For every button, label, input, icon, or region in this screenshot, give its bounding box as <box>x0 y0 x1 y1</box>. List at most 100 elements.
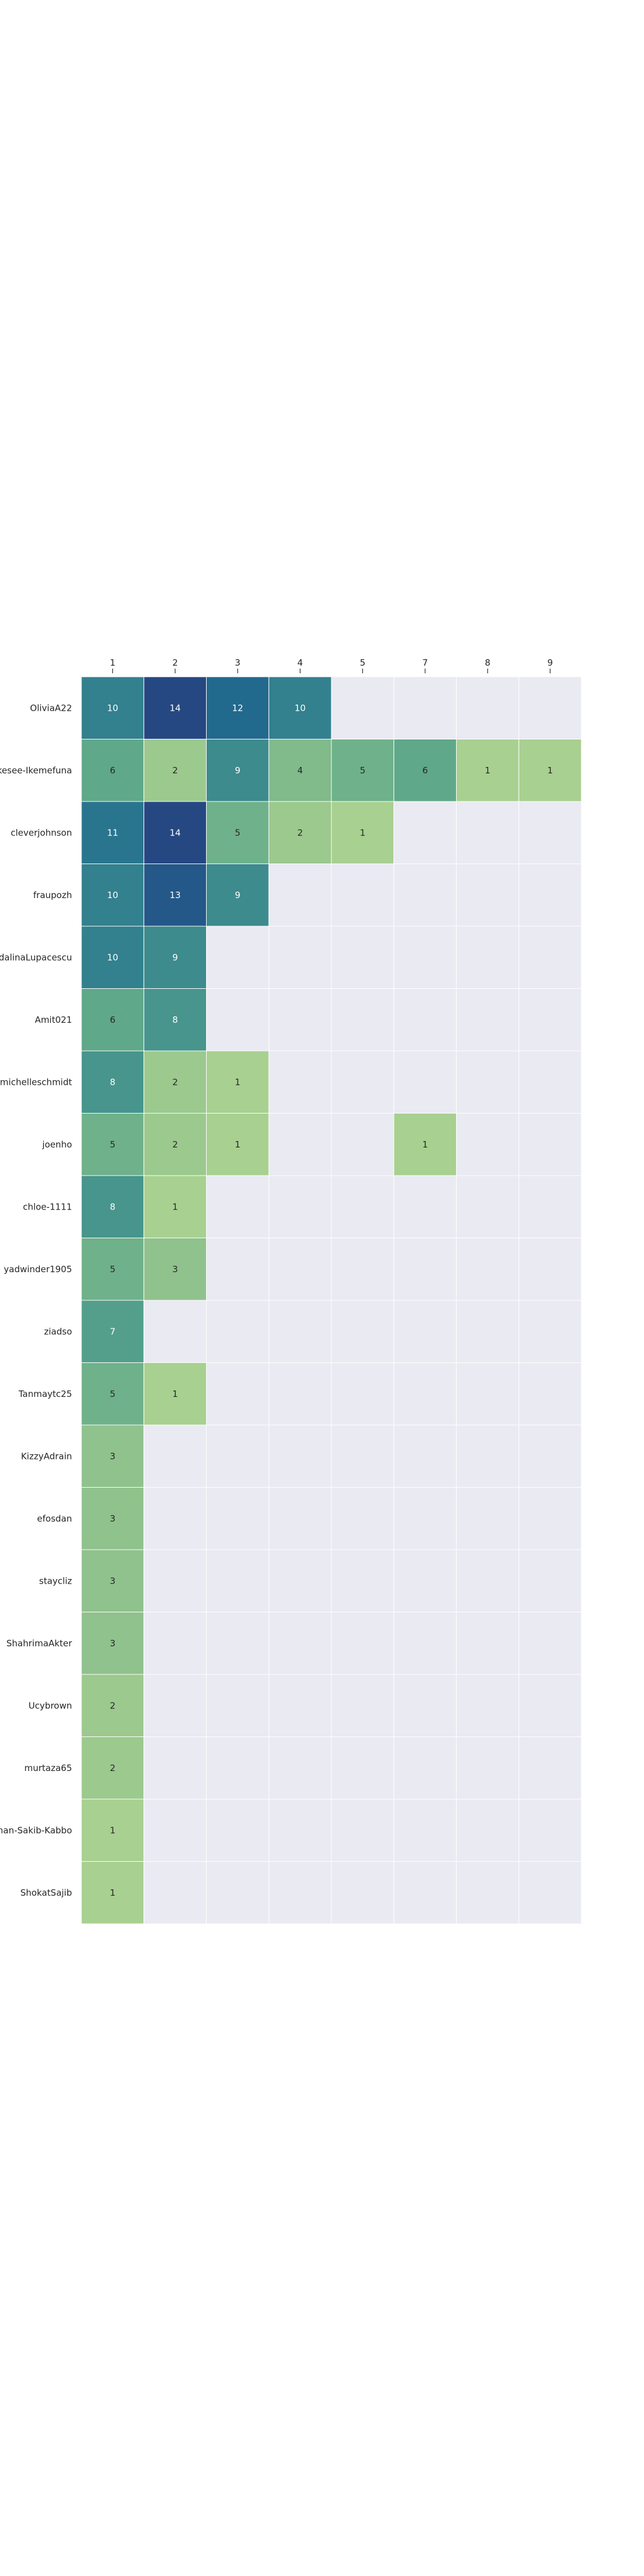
heatmap-empty-cell <box>456 1424 519 1488</box>
heatmap-cell-label: 2 <box>172 1139 178 1150</box>
y-tick-label: Amit021 <box>35 1015 72 1025</box>
y-tick-label: adalinaLupacescu <box>0 952 72 962</box>
heatmap-empty-cell <box>456 1799 519 1862</box>
y-tick-label: yadwinder1905 <box>4 1264 72 1275</box>
heatmap-empty-cell <box>331 1238 395 1301</box>
heatmap-empty-cell <box>268 1362 332 1426</box>
heatmap-cell-label: 9 <box>235 765 241 776</box>
heatmap-empty-cell <box>268 1736 332 1800</box>
heatmap-empty-cell <box>143 1674 207 1737</box>
heatmap-empty-cell <box>268 1175 332 1238</box>
heatmap-empty-cell <box>331 1300 395 1363</box>
heatmap-empty-cell <box>456 1362 519 1426</box>
heatmap-empty-cell <box>393 988 457 1051</box>
x-tick-label: 1 <box>110 657 116 668</box>
heatmap-cell <box>143 1113 207 1176</box>
heatmap-empty-cell <box>518 1612 582 1675</box>
heatmap-empty-cell <box>456 1050 519 1114</box>
heatmap-cell <box>81 1362 145 1426</box>
heatmap-cell <box>331 801 395 864</box>
y-tick-label: Ikesee-Ikemefuna <box>0 765 72 776</box>
heatmap-empty-cell <box>518 801 582 864</box>
heatmap-cell <box>81 1799 145 1862</box>
heatmap-cell-label: 1 <box>422 1139 428 1150</box>
heatmap-empty-cell <box>331 1113 395 1176</box>
heatmap-empty-cell <box>456 1736 519 1800</box>
heatmap-cell-label: 6 <box>110 765 116 776</box>
heatmap-empty-cell <box>393 1612 457 1675</box>
heatmap-cell-label: 1 <box>547 765 553 776</box>
heatmap-empty-cell <box>143 1549 207 1612</box>
heatmap-empty-cell <box>518 1238 582 1301</box>
heatmap-empty-cell <box>206 926 269 989</box>
y-tick-label: michelleschmidt <box>0 1077 72 1087</box>
x-tick-label: 7 <box>422 657 428 668</box>
y-tick-label: man-Sakib-Kabbo <box>0 1825 72 1835</box>
heatmap-empty-cell <box>393 1175 457 1238</box>
heatmap-empty-cell <box>268 1674 332 1737</box>
heatmap-cell <box>81 1113 145 1176</box>
heatmap-cell <box>143 1238 207 1301</box>
x-tick-label: 5 <box>360 657 366 668</box>
heatmap-cell <box>143 864 207 927</box>
x-axis-ticks: 1 2 3 4 5 7 8 9 <box>110 657 553 673</box>
heatmap-cell <box>81 926 145 989</box>
heatmap-empty-cell <box>331 864 395 927</box>
heatmap-empty-cell <box>456 1487 519 1550</box>
heatmap-cell-label: 6 <box>110 1015 116 1025</box>
heatmap-empty-cell <box>456 1175 519 1238</box>
heatmap-empty-cell <box>143 1612 207 1675</box>
y-tick-label: ziadso <box>44 1326 72 1337</box>
heatmap-cell-label: 1 <box>110 1888 116 1898</box>
heatmap-empty-cell <box>456 926 519 989</box>
heatmap-empty-cell <box>268 1799 332 1862</box>
heatmap-cell-label: 9 <box>235 890 241 900</box>
heatmap-empty-cell <box>206 1674 269 1737</box>
heatmap-empty-cell <box>143 1861 207 1924</box>
y-tick-label: chloe-1111 <box>23 1201 72 1212</box>
heatmap-cell-label: 10 <box>107 890 118 900</box>
heatmap-empty-cell <box>518 1487 582 1550</box>
heatmap-cell-label: 2 <box>110 1763 116 1773</box>
heatmap-empty-cell <box>206 1612 269 1675</box>
heatmap-empty-cell <box>393 1300 457 1363</box>
heatmap-cell-label: 10 <box>107 703 118 713</box>
y-tick-label: KizzyAdrain <box>21 1451 72 1461</box>
heatmap-empty-cell <box>518 988 582 1051</box>
heatmap-cell-label: 8 <box>110 1201 116 1212</box>
heatmap-cell-label: 5 <box>360 765 366 776</box>
heatmap-empty-cell <box>206 1736 269 1800</box>
y-tick-label: staycliz <box>39 1575 72 1586</box>
heatmap-cell-label: 12 <box>232 703 243 713</box>
heatmap-empty-cell <box>456 1549 519 1612</box>
heatmap-cell <box>81 801 145 864</box>
heatmap-empty-cell <box>393 1799 457 1862</box>
heatmap-empty-cell <box>206 1861 269 1924</box>
heatmap-cell <box>143 926 207 989</box>
heatmap-empty-cell <box>393 1050 457 1114</box>
heatmap-empty-cell <box>393 864 457 927</box>
y-tick-label: efosdan <box>37 1513 72 1524</box>
x-tick-label: 3 <box>235 657 241 668</box>
heatmap-cell-label: 1 <box>235 1077 241 1087</box>
heatmap-empty-cell <box>143 1487 207 1550</box>
heatmap-cell <box>268 739 332 802</box>
heatmap-empty-cell <box>331 1736 395 1800</box>
heatmap-cell-label: 9 <box>172 952 178 962</box>
heatmap-empty-cell <box>331 1487 395 1550</box>
heatmap-empty-cell <box>206 988 269 1051</box>
heatmap-cell-label: 5 <box>110 1264 116 1275</box>
heatmap-cell-label: 3 <box>110 1638 116 1649</box>
x-tick-label: 8 <box>485 657 491 668</box>
heatmap-empty-cell <box>456 1861 519 1924</box>
heatmap-cell-label: 1 <box>110 1825 116 1835</box>
heatmap-empty-cell <box>456 988 519 1051</box>
heatmap-empty-cell <box>393 1487 457 1550</box>
x-tick-label: 4 <box>297 657 303 668</box>
heatmap-cell-label: 4 <box>297 765 303 776</box>
heatmap-empty-cell <box>268 988 332 1051</box>
heatmap-empty-cell <box>393 1736 457 1800</box>
heatmap-cell-label: 1 <box>485 765 491 776</box>
heatmap-cell <box>81 676 145 739</box>
y-tick-label: Ucybrown <box>29 1700 72 1711</box>
